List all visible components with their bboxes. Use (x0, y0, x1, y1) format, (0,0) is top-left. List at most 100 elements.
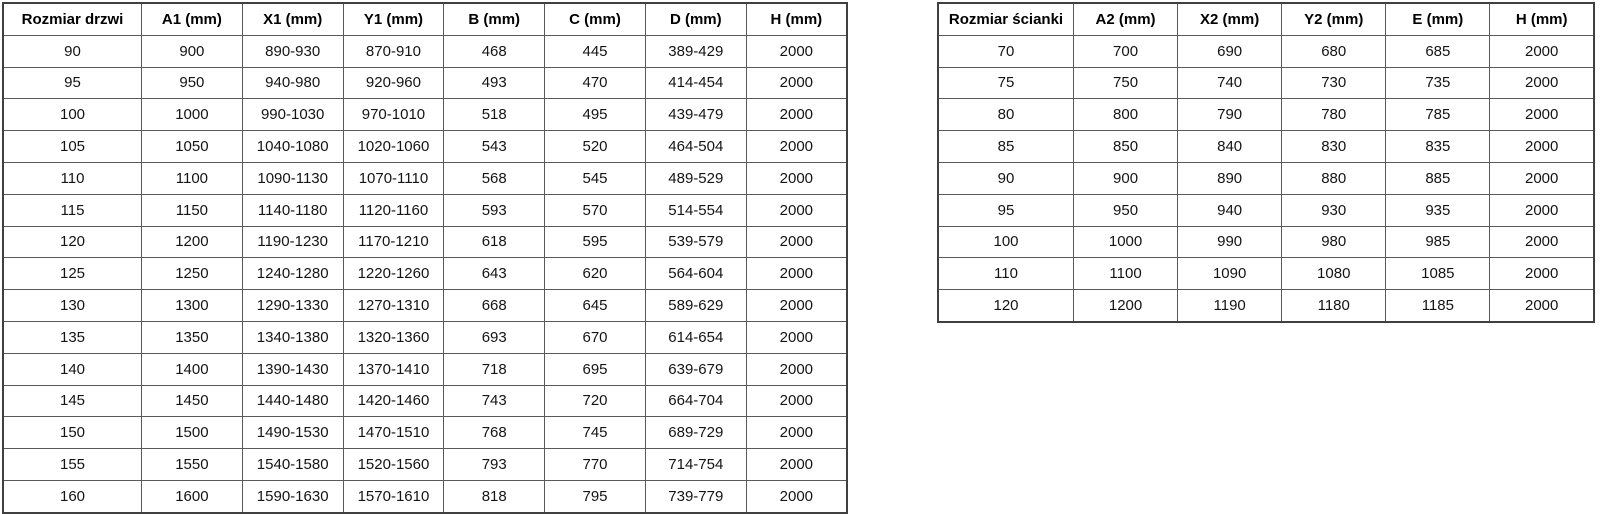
table-cell: 990-1030 (241, 98, 344, 132)
table-row: 145 1450 1440-1480 1420-1460 743 720 664-704 20… (2, 384, 848, 418)
table-cell: 1300 (141, 289, 243, 322)
table-cell: 495 (544, 98, 646, 132)
table-cell: 1420-1460 (342, 384, 445, 418)
table-cell: 589-629 (644, 289, 747, 322)
table-cell: 2000 (1489, 257, 1595, 291)
table-cell: 85 (937, 130, 1074, 163)
table-cell: 1080 (1281, 257, 1387, 291)
table-cell: 770 (544, 448, 646, 481)
table-cell: 2000 (745, 193, 848, 227)
table-cell: 1590-1630 (241, 479, 344, 514)
table-row: 75 750 740 730 735 2000 (937, 66, 1595, 100)
table-cell: 1100 (141, 161, 243, 195)
table-cell: 1170-1210 (342, 225, 445, 259)
table-cell: 155 (2, 448, 142, 481)
table-cell: 680 (1281, 34, 1387, 68)
table-cell: 520 (544, 130, 646, 163)
table-cell: 920-960 (342, 66, 445, 100)
table-cell: 643 (443, 257, 546, 291)
table-cell: 735 (1385, 66, 1491, 100)
table-cell: 835 (1385, 130, 1491, 163)
table-cell: 980 (1281, 225, 1387, 259)
table-cell: 1150 (141, 193, 243, 227)
table-cell: 120 (2, 225, 142, 259)
table-cell: 140 (2, 352, 142, 386)
header-cell: Rozmiar drzwi (2, 2, 142, 36)
table-cell: 890-930 (241, 34, 344, 68)
header-cell: Rozmiar ścianki (937, 2, 1074, 36)
door-size-table: Rozmiar drzwi A1 (mm) X1 (mm) Y1 (mm) B (mm)… (2, 2, 848, 514)
table-cell: 1050 (141, 130, 243, 163)
table-cell: 1185 (1385, 289, 1491, 323)
table-cell: 90 (937, 161, 1074, 195)
table-cell: 793 (443, 448, 546, 481)
table-cell: 1270-1310 (342, 289, 445, 322)
table-cell: 1020-1060 (342, 130, 445, 163)
table-cell: 880 (1281, 161, 1387, 195)
table-cell: 2000 (745, 289, 848, 322)
header-cell: D (mm) (644, 2, 747, 36)
table-row: 110 1100 1090-1130 1070-1110 568 545 489-529 20… (2, 161, 848, 195)
table-cell: 2000 (745, 98, 848, 132)
table-cell: 95 (2, 66, 142, 100)
header-cell: H (mm) (745, 2, 848, 36)
table-row: 90 900 890-930 870-910 468 445 389-429 2000 (2, 34, 848, 68)
header-cell: X1 (mm) (241, 2, 344, 36)
table-cell: 950 (141, 66, 243, 100)
table-cell: 105 (2, 130, 142, 163)
table-cell: 150 (2, 416, 142, 450)
table-row: 120 1200 1190 1180 1185 2000 (937, 289, 1595, 323)
table-cell: 714-754 (644, 448, 747, 481)
table-cell: 685 (1385, 34, 1491, 68)
table-cell: 795 (544, 479, 646, 514)
table-cell: 2000 (745, 34, 848, 68)
table-cell: 985 (1385, 225, 1491, 259)
table-cell: 1370-1410 (342, 352, 445, 386)
table-cell: 2000 (745, 352, 848, 386)
table-cell: 110 (937, 257, 1074, 291)
table-cell: 950 (1072, 193, 1179, 227)
table-cell: 840 (1177, 130, 1283, 163)
table-cell: 130 (2, 289, 142, 322)
table-cell: 1240-1280 (241, 257, 344, 291)
table-cell: 568 (443, 161, 546, 195)
table-cell: 750 (1072, 66, 1179, 100)
table-cell: 1490-1530 (241, 416, 344, 450)
table-cell: 940 (1177, 193, 1283, 227)
table-cell: 2000 (1489, 193, 1595, 227)
table-cell: 389-429 (644, 34, 747, 68)
header-cell: Y2 (mm) (1281, 2, 1387, 36)
table-cell: 1600 (141, 479, 243, 514)
table-row: 105 1050 1040-1080 1020-1060 543 520 464-504 20… (2, 130, 848, 163)
table-cell: 539-579 (644, 225, 747, 259)
table-row: 135 1350 1340-1380 1320-1360 693 670 614-654 20… (2, 320, 848, 354)
table-cell: 689-729 (644, 416, 747, 450)
table-cell: 730 (1281, 66, 1387, 100)
table-row: 125 1250 1240-1280 1220-1260 643 620 564-604 20… (2, 257, 848, 291)
table-cell: 2000 (1489, 98, 1595, 132)
table-cell: 470 (544, 66, 646, 100)
table-cell: 1470-1510 (342, 416, 445, 450)
table-cell: 1540-1580 (241, 448, 344, 481)
table-cell: 2000 (1489, 225, 1595, 259)
table-cell: 2000 (745, 66, 848, 100)
table-cell: 2000 (745, 320, 848, 354)
table-cell: 830 (1281, 130, 1387, 163)
header-cell: B (mm) (443, 2, 546, 36)
table-cell: 439-479 (644, 98, 747, 132)
table-row: 95 950 940-980 920-960 493 470 414-454 2000 (2, 66, 848, 100)
table-cell: 800 (1072, 98, 1179, 132)
table-cell: 489-529 (644, 161, 747, 195)
table-cell: 1250 (141, 257, 243, 291)
table-cell: 1220-1260 (342, 257, 445, 291)
table-cell: 670 (544, 320, 646, 354)
table-cell: 695 (544, 352, 646, 386)
table-cell: 885 (1385, 161, 1491, 195)
table-cell: 1120-1160 (342, 193, 445, 227)
table-cell: 1500 (141, 416, 243, 450)
table-cell: 850 (1072, 130, 1179, 163)
table-cell: 1140-1180 (241, 193, 344, 227)
table-row: 85 850 840 830 835 2000 (937, 130, 1595, 163)
table-cell: 614-654 (644, 320, 747, 354)
